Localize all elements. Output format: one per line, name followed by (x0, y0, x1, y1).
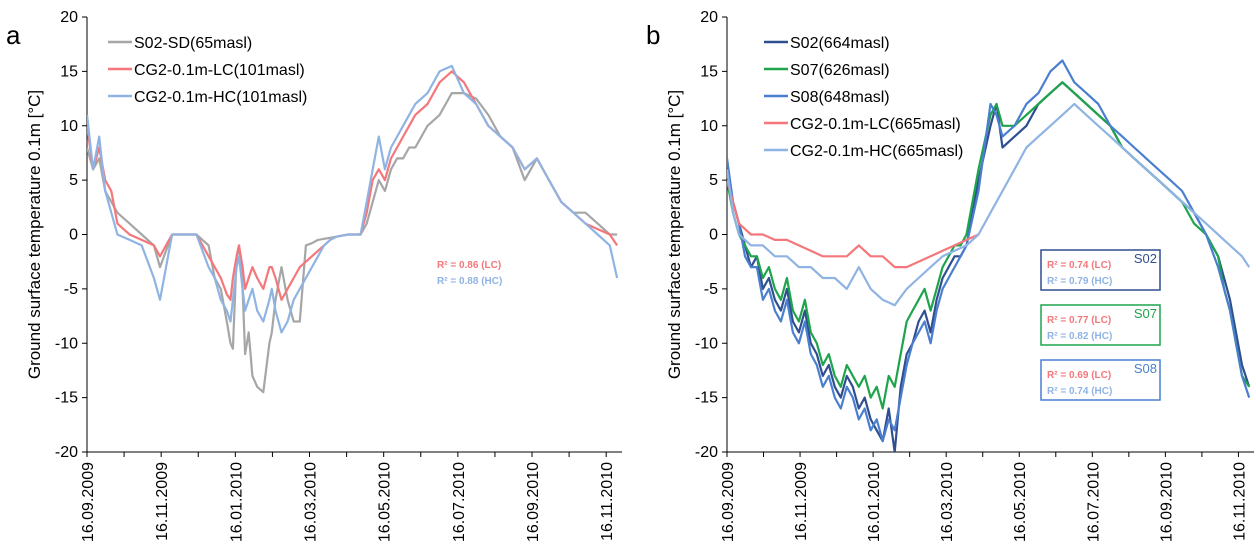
r2-hc-label: R² = 0.79 (HC) (1047, 276, 1112, 287)
y-tick-label: -20 (55, 444, 78, 461)
panel-letter: a (6, 20, 21, 50)
x-tick-label: 16.11.2010 (599, 462, 616, 541)
r2-lc-label: R² = 0.86 (LC) (437, 260, 501, 271)
r2-lc-label: R² = 0.74 (LC) (1047, 260, 1111, 271)
y-tick-label: 0 (709, 227, 718, 244)
series-line-2 (727, 59, 1251, 443)
y-tick-label: 10 (700, 118, 718, 135)
station-label: S07 (1134, 306, 1157, 321)
station-label: S08 (1134, 361, 1157, 376)
station-label: S02 (1134, 251, 1157, 266)
y-tick-label: -5 (64, 281, 78, 298)
r2-lc-label: R² = 0.77 (LC) (1047, 315, 1111, 326)
panel-a: a -20 -15 -10 -5 0 5 10 15 20 16.09.2009 16.11.2009… (6, 9, 622, 542)
r2-box-s08 (1040, 359, 1161, 401)
series-line-4 (727, 102, 1251, 307)
x-tick-label: 16.11.2010 (1231, 462, 1248, 541)
panel-letter: b (646, 20, 660, 50)
x-tick-label: 16.07.2010 (1085, 462, 1102, 542)
r2-box-s07 (1040, 304, 1161, 346)
y-tick-label: 15 (60, 63, 78, 80)
series-line-2 (87, 64, 619, 334)
x-tick-label: 16.03.2010 (939, 462, 956, 542)
x-tick-label: 16.07.2010 (451, 462, 468, 542)
y-tick-label: -10 (55, 335, 78, 352)
legend-entry: CG2-0.1m-HC(665masl) (790, 143, 963, 160)
r2-hc-label: R² = 0.82 (HC) (1047, 331, 1112, 342)
y-tick-label: -15 (55, 390, 78, 407)
y-axis-label: Ground surface temperature 0.1m [°C] (25, 90, 44, 379)
legend-entry: S02-SD(65masl) (134, 35, 252, 52)
r2-hc-label: R² = 0.88 (HC) (437, 276, 502, 287)
y-tick-label: 0 (69, 227, 78, 244)
x-tick-label: 16.11.2009 (793, 462, 810, 541)
legend-entry: CG2-0.1m-LC(101masl) (134, 62, 305, 79)
x-tick-label: 16.09.2009 (80, 462, 97, 542)
legend-entry: S08(648masl) (790, 89, 890, 106)
y-tick-label: 10 (60, 118, 78, 135)
x-tick-label: 16.05.2010 (377, 462, 394, 542)
legend-entry: CG2-0.1m-HC(101masl) (134, 89, 307, 106)
r2-lc-label: R² = 0.69 (LC) (1047, 370, 1111, 381)
y-tick-label: 20 (700, 9, 718, 26)
y-tick-label: 20 (60, 9, 78, 26)
legend-entry: CG2-0.1m-LC(665masl) (790, 116, 961, 133)
x-tick-label: 16.11.2009 (154, 462, 171, 541)
legend-entry: S02(664masl) (790, 35, 890, 52)
legend-entry: S07(626masl) (790, 62, 890, 79)
r2-hc-label: R² = 0.74 (HC) (1047, 386, 1112, 397)
x-tick-label: 16.09.2010 (1158, 462, 1175, 542)
x-tick-label: 16.03.2010 (303, 462, 320, 542)
y-tick-label: 15 (700, 63, 718, 80)
y-tick-label: -5 (704, 281, 718, 298)
r2-box-s02 (1040, 249, 1161, 291)
y-tick-label: 5 (709, 172, 718, 189)
y-axis-label: Ground surface temperature 0.1m [°C] (665, 90, 684, 379)
y-tick-label: -20 (695, 444, 718, 461)
y-tick-label: 5 (69, 172, 78, 189)
panel-b: b -20 -15 -10 -5 0 5 10 15 20 16.09.2009 16.11.2009… (646, 9, 1254, 542)
x-tick-label: 16.01.2010 (228, 462, 245, 542)
y-tick-label: -15 (695, 390, 718, 407)
series-line-3 (727, 179, 979, 269)
x-tick-label: 16.05.2010 (1012, 462, 1029, 542)
x-tick-label: 16.09.2009 (720, 462, 737, 542)
x-tick-label: 16.09.2010 (525, 462, 542, 542)
y-tick-label: -10 (695, 335, 718, 352)
x-tick-label: 16.01.2010 (866, 462, 883, 542)
